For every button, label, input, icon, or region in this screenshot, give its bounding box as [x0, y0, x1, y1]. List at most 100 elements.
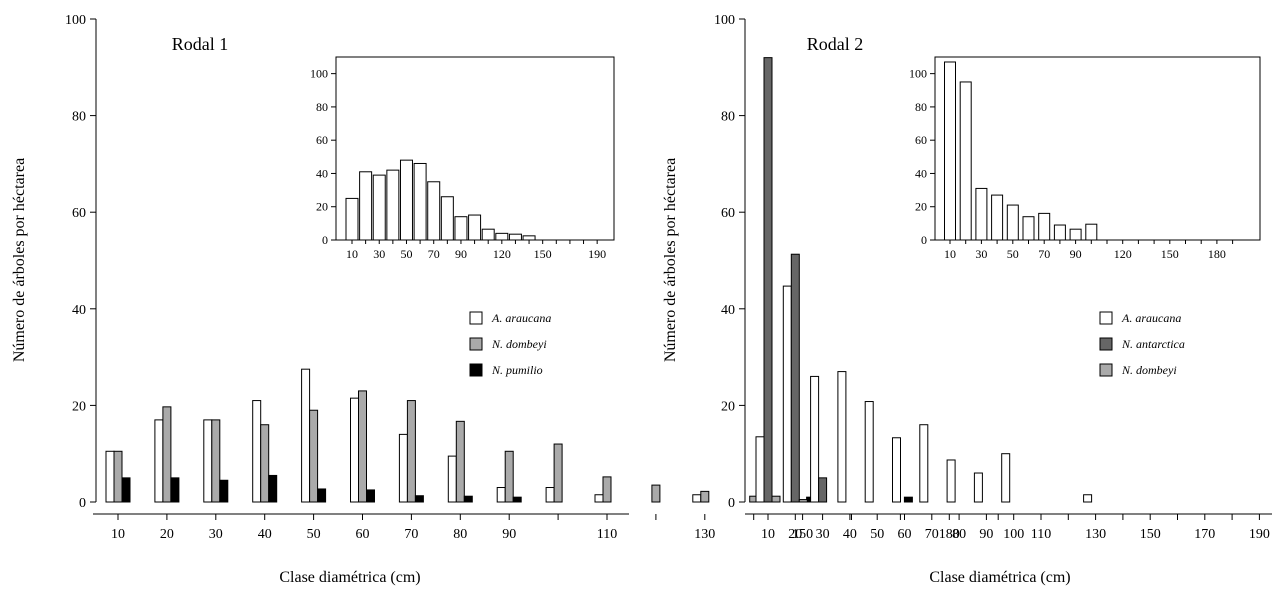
inset-bar [454, 216, 468, 241]
y-tick-label: 80 [72, 110, 86, 125]
bar [782, 285, 792, 503]
x-tick-label: 180 [939, 527, 960, 542]
y-tick-label: 100 [65, 13, 86, 28]
bar [496, 487, 506, 503]
inset-bar [440, 196, 454, 241]
legend-swatch [1099, 363, 1113, 377]
bar [154, 419, 164, 503]
inset-bar [1053, 224, 1066, 241]
inset-y-tick-label: 80 [915, 100, 927, 114]
inset-bar [1085, 223, 1098, 241]
x-tick-label: 130 [694, 527, 715, 542]
bar [1083, 494, 1093, 503]
inset-y-tick-label: 60 [316, 133, 328, 147]
bar [317, 488, 327, 503]
bar [414, 495, 424, 503]
x-tick-label: 10 [761, 527, 775, 542]
x-tick-label: 50 [870, 527, 884, 542]
x-tick-label: 150 [1140, 527, 1161, 542]
inset-x-tick-label: 10 [944, 247, 956, 261]
bar [651, 484, 661, 503]
x-tick-label: 80 [952, 527, 966, 542]
inset-y-tick-label: 80 [316, 100, 328, 114]
inset-bar [399, 159, 413, 241]
bar [864, 401, 874, 503]
inset-bar [522, 235, 536, 241]
inset-y-tick-label: 100 [310, 67, 328, 81]
inset-x-tick-label: 70 [1038, 247, 1050, 261]
bar [919, 424, 929, 503]
bar [602, 476, 612, 503]
bar [771, 495, 781, 503]
inset-y-tick-label: 20 [316, 200, 328, 214]
inset-bar [991, 194, 1004, 241]
x-tick-label: 70 [404, 527, 418, 542]
legend-swatch [469, 311, 483, 325]
inset-x-tick-label: 50 [1007, 247, 1019, 261]
bar [203, 419, 213, 503]
inset-chart: 0 20 40 60 80 100 10 30 50 70 90 120 150 190 [310, 56, 615, 261]
inset-bar [959, 81, 972, 241]
bar [512, 496, 522, 503]
x-tick-label: 60 [356, 527, 370, 542]
inset-y-tick-label: 40 [915, 166, 927, 180]
bar [790, 253, 800, 503]
legend-swatch [469, 337, 483, 351]
bar [170, 477, 180, 503]
inset-bar [1069, 228, 1082, 241]
inset-y-tick-label: 60 [915, 133, 927, 147]
inset-bar [372, 174, 386, 241]
x-tick-label: 80 [453, 527, 467, 542]
inset-bar [508, 233, 522, 241]
x-tick-label: 60 [898, 527, 912, 542]
bar [455, 420, 465, 503]
inset-x-tick-label: 120 [493, 247, 511, 261]
x-tick-label: 90 [502, 527, 516, 542]
bar [755, 436, 765, 503]
x-tick-label: 170 [1194, 527, 1215, 542]
bar [252, 400, 262, 503]
inset-bar [481, 228, 495, 241]
inset-bar [468, 214, 482, 241]
bar [837, 371, 847, 503]
bar [504, 450, 514, 503]
legend-label: A. araucana [1121, 311, 1181, 325]
y-axis-label: Número de árboles por héctarea [11, 158, 28, 362]
y-tick-label: 20 [72, 399, 86, 414]
legend-label: A. araucana [491, 311, 551, 325]
panel-title: Rodal 2 [807, 34, 864, 54]
inset-x-tick-label: 90 [455, 247, 467, 261]
x-tick-label: 70 [925, 527, 939, 542]
bar [763, 57, 773, 503]
x-tick-label: 110 [597, 527, 617, 542]
x-tick-label: 90 [979, 527, 993, 542]
inset-bar [975, 187, 988, 241]
x-tick-label: 190 [1249, 527, 1270, 542]
bar [973, 472, 983, 503]
bar [463, 495, 473, 503]
legend-swatch [1099, 337, 1113, 351]
x-tick-label: 30 [209, 527, 223, 542]
bar [692, 494, 702, 503]
bar [545, 487, 555, 503]
x-tick-label: 150 [792, 527, 813, 542]
bar [113, 450, 123, 503]
bar [1001, 453, 1011, 503]
inset-y-tick-label: 100 [909, 67, 927, 81]
legend-label: N. antarctica [1121, 337, 1185, 351]
x-axis-label: Clase diamétrica (cm) [929, 569, 1070, 586]
y-tick-label: 40 [721, 303, 735, 318]
inset-x-tick-label: 50 [400, 247, 412, 261]
x-tick-label: 110 [1031, 527, 1051, 542]
x-tick-label: 20 [788, 527, 802, 542]
bar [903, 496, 913, 503]
inset-y-tick-label: 20 [915, 200, 927, 214]
inset-x-tick-label: 90 [1070, 247, 1082, 261]
y-tick-label: 100 [714, 13, 735, 28]
y-tick-label: 40 [72, 303, 86, 318]
x-tick-label: 10 [111, 527, 125, 542]
legend-swatch [1099, 311, 1113, 325]
bar [350, 397, 359, 503]
